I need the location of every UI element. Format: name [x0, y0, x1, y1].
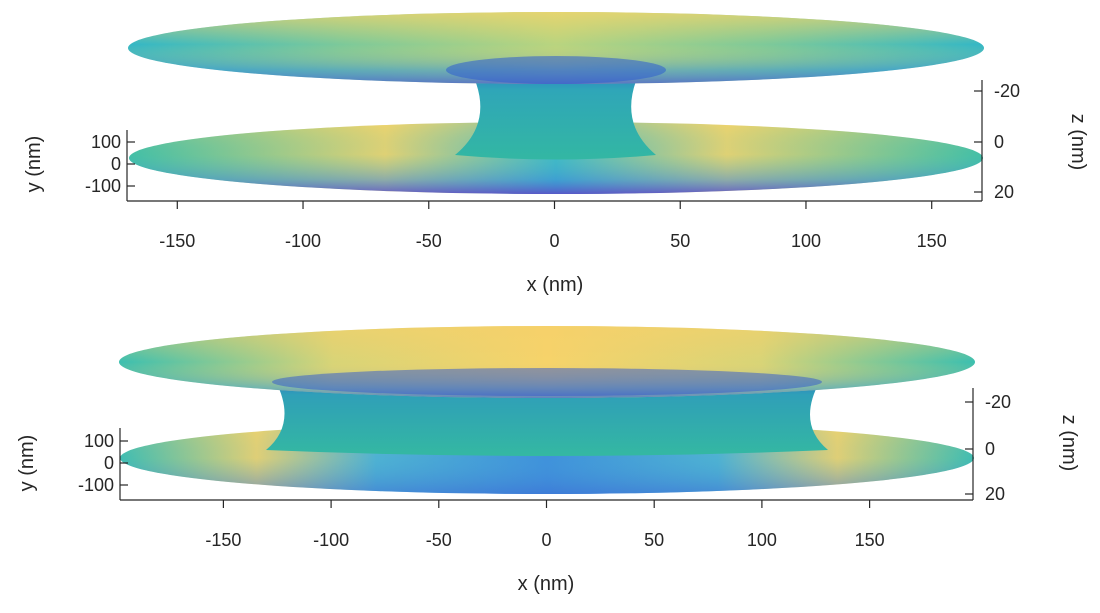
neck-rim	[446, 56, 666, 84]
x-tick-label: 100	[791, 231, 821, 251]
y-tick-label: -100	[85, 176, 121, 196]
panel-1-surface	[128, 12, 984, 194]
x-tick-label: -50	[426, 530, 452, 550]
z-tick-label: 20	[985, 484, 1005, 504]
x-tick-label: 150	[855, 530, 885, 550]
x-tick-label: -100	[285, 231, 321, 251]
y-axis-label: y (nm)	[16, 435, 38, 492]
panel-2-surface	[119, 326, 975, 494]
x-ticks: -150 -100 -50 0 50 100 150	[159, 201, 947, 251]
x-tick-label: -50	[416, 231, 442, 251]
y-tick-label: 100	[84, 431, 114, 451]
membrane-neck	[455, 60, 656, 160]
x-tick-label: 100	[747, 530, 777, 550]
z-tick-label: -20	[985, 392, 1011, 412]
x-tick-label: 0	[541, 530, 551, 550]
z-tick-label: 0	[994, 132, 1004, 152]
x-axis-label: x (nm)	[518, 573, 575, 595]
z-tick-label: -20	[994, 81, 1020, 101]
neck-rim	[272, 368, 822, 396]
x-tick-label: 50	[644, 530, 664, 550]
y-tick-label: 0	[111, 154, 121, 174]
z-axis-label: z (nm)	[1058, 415, 1080, 472]
x-ticks: -150 -100 -50 0 50 100 150	[205, 500, 885, 550]
z-ticks: -20 0 20	[974, 81, 1020, 202]
y-tick-label: 0	[104, 453, 114, 473]
z-axis-label: z (nm)	[1067, 114, 1089, 171]
x-tick-label: -150	[205, 530, 241, 550]
x-tick-label: 150	[917, 231, 947, 251]
y-tick-label: -100	[78, 475, 114, 495]
y-tick-label: 100	[91, 132, 121, 152]
z-ticks: -20 0 20	[965, 392, 1011, 504]
z-tick-label: 0	[985, 439, 995, 459]
y-axis-label: y (nm)	[23, 136, 45, 193]
x-tick-label: -150	[159, 231, 195, 251]
top-membrane-shade	[128, 12, 984, 84]
x-tick-label: 0	[549, 231, 559, 251]
x-tick-label: 50	[670, 231, 690, 251]
z-tick-label: 20	[994, 182, 1014, 202]
x-tick-label: -100	[313, 530, 349, 550]
x-axis-label: x (nm)	[527, 274, 584, 296]
